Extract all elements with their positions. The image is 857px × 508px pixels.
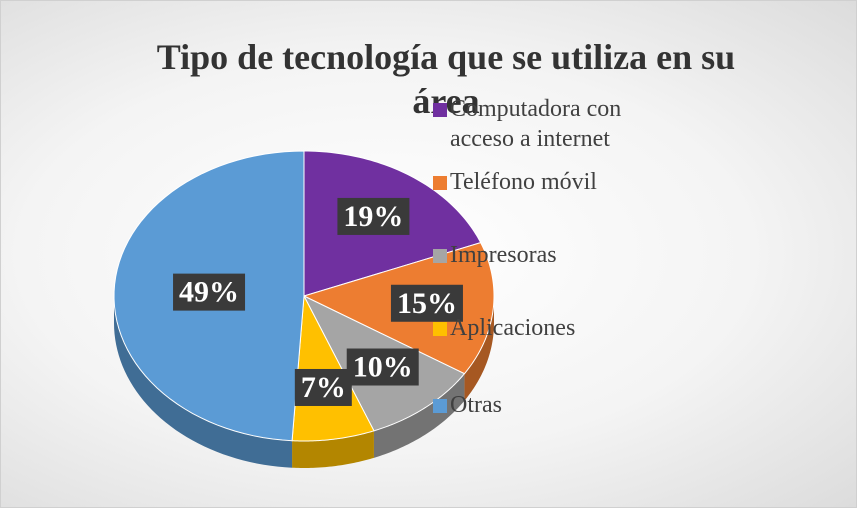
- legend-item: Otras: [433, 390, 665, 420]
- legend-item: Computadora con acceso a internet: [433, 94, 665, 154]
- legend-item: Aplicaciones: [433, 313, 665, 343]
- legend-label: Otras: [450, 392, 502, 418]
- data-label: 15%: [390, 284, 463, 322]
- slice-side: [292, 430, 374, 468]
- chart-title: Tipo de tecnología que se utiliza en su …: [156, 37, 736, 121]
- slice-side: [373, 373, 465, 458]
- data-label: 10%: [346, 348, 419, 386]
- legend-swatch: [433, 322, 447, 336]
- legend-item: Impresoras: [433, 240, 665, 270]
- data-label-box: [390, 284, 463, 322]
- legend-label: Computadora con acceso a internet: [450, 96, 622, 152]
- data-label-text: 49%: [179, 276, 239, 309]
- data-label-text: 10%: [353, 351, 413, 384]
- legend-item: Teléfono móvil: [433, 167, 665, 197]
- data-label-text: 19%: [343, 200, 403, 233]
- legend-label: Teléfono móvil: [450, 169, 597, 195]
- legend-swatch: [433, 176, 447, 190]
- legend-swatch: [433, 399, 447, 413]
- data-label: 7%: [294, 368, 352, 406]
- legend-label: Impresoras: [450, 242, 557, 268]
- slice-side: [464, 296, 494, 401]
- data-label-box: [294, 368, 352, 406]
- data-label-box: [337, 197, 410, 235]
- legend-swatch: [433, 103, 447, 117]
- legend-label: Aplicaciones: [450, 315, 576, 341]
- legend-swatch: [433, 249, 447, 263]
- data-label-box: [173, 273, 246, 311]
- slice-side: [114, 296, 293, 468]
- data-label-text: 15%: [397, 287, 457, 320]
- data-label: 19%: [337, 197, 410, 235]
- data-label-box: [346, 348, 419, 386]
- data-label-text: 7%: [301, 371, 346, 404]
- data-label: 49%: [173, 273, 246, 311]
